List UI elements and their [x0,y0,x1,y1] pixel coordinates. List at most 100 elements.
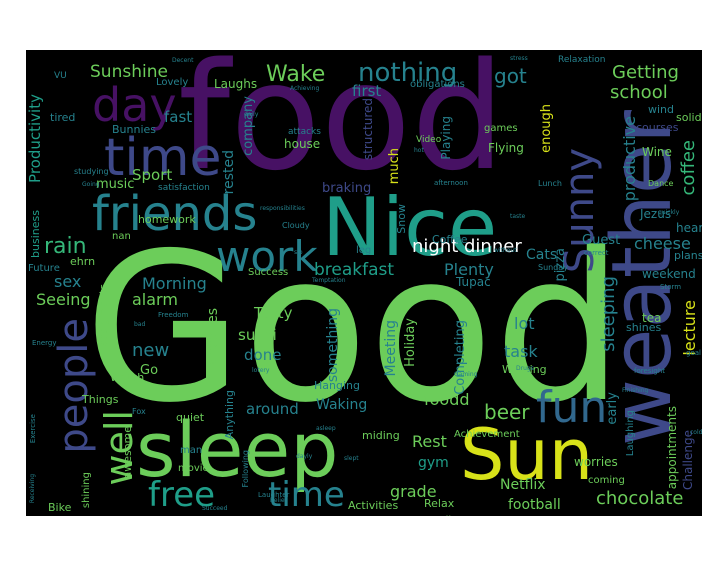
word-hot: hot [414,147,424,154]
word-taste: taste [510,213,526,220]
word-daily: daily [244,111,259,118]
word-winning: Winning [502,363,547,376]
word-productivity: Productivity [26,94,44,183]
word-watch: Watch [110,371,145,384]
word-tired: tired [50,111,76,124]
word-time-2: time [268,475,345,515]
word-foresight: foresight [634,367,665,375]
word-structured: structured [361,98,375,161]
word-alarm: alarm [132,290,178,309]
word-vu: VU [54,71,67,81]
word-miding: miding [362,429,400,442]
word-heart: heart [676,221,702,235]
word-finishing: Finishing [622,387,649,394]
word-task: task [504,342,538,361]
word-bike: Bike [48,501,72,514]
word-good: Good [84,210,624,448]
word-laughter: Laughter [258,491,290,499]
word-things: Things [82,393,119,406]
word-around: around [246,400,299,418]
word-stress: stress [510,55,528,62]
word-lovely: Lovely [156,77,189,88]
word-attacks: attacks [288,127,321,137]
word-done: done [244,346,282,364]
word-asleep: asleep [316,425,336,432]
word-work: work [216,232,318,281]
word-playing: Playing [439,116,453,160]
word-cloud: Good food weather Nice sleep Sun friends… [26,50,702,516]
word-decent: Decent [172,57,194,64]
word-dance: Dance [648,179,674,188]
word-worries: worries [574,455,618,469]
word-people: people [51,318,97,454]
word-bad: bad [134,321,146,328]
word-company: company [241,96,256,156]
word-relax: Relax [424,497,455,510]
word-courses: courses [636,121,679,134]
word-time: time [104,128,222,188]
word-man: man [180,445,203,456]
word-morning: Morning [142,274,207,293]
word-tasty: Tasty [254,304,293,322]
word-sushi: sushi [238,326,277,344]
word-pancakes: Pancakes [205,308,221,374]
word-grade: grade [390,482,437,501]
word-ehrn: ehrn [70,255,96,268]
word-breakfast: breakfast [314,260,395,280]
word-coming: coming [588,475,625,486]
word-bunnies: Bunnies [112,123,157,136]
word-house: house [284,137,321,151]
word-goal: goal [686,349,701,357]
word-cold: cold [690,429,702,436]
word-relief: Relief [270,497,287,504]
word-obligations: obligations [410,79,465,90]
word-wake: Wake [266,62,326,87]
word-foodd: foodd [424,390,470,409]
word-school: school [610,82,668,103]
word-music: music [96,177,135,192]
word-plenty: Plenty [444,260,494,279]
word-jezus: Jezus [640,207,672,221]
word-hanging: Hanging [314,379,360,392]
word-plans: plans [674,249,702,262]
word-braking: braking [322,181,372,196]
word-sport: Sport [132,166,173,184]
word-video: Video [416,135,442,145]
word-solid: solid [676,111,702,124]
word-energy: Energy [32,339,57,347]
word-slept: slept [344,455,359,462]
word-achievement: Achievement [454,429,520,440]
word-homework: homework [138,213,196,226]
word-snow: Snow [395,204,408,234]
word-relaxation: Relaxation [558,55,606,65]
word-first: first [352,82,382,100]
word-food: food [178,50,506,203]
word-sex: sex [54,272,82,291]
word-seeing: Seeing [36,290,91,309]
word-assigments: assigments [97,284,110,347]
word-nothing: nothing [358,58,458,88]
word-coffee: coffee [678,140,699,196]
word-gaming: Gaming [454,371,478,378]
word-games: games [484,123,518,134]
word-much: much [387,148,402,185]
word-meeting: Meeting [383,320,399,377]
word-weekend: weekend [642,267,696,281]
word-responsibilities: responsibilities [260,205,305,212]
word-free: free [148,475,216,515]
word-got: got [494,64,527,88]
word-exercise: Exercise [29,414,37,444]
word-wine: Wine [642,145,672,159]
word-going: Going [82,181,100,188]
word-new: new [132,340,170,361]
word-storm: Storm [660,283,682,291]
word-cheese: cheese [634,234,691,253]
word-cloudy: Cloudy [282,221,310,230]
word-success: Success [248,267,289,278]
word-shines: shines [626,321,662,334]
word-friends: friends [92,186,258,242]
word-appointments: appointments [665,406,679,490]
word-shining: shining [81,472,92,509]
word-studying: studying [74,167,109,176]
word-rest: Rest [412,432,447,451]
